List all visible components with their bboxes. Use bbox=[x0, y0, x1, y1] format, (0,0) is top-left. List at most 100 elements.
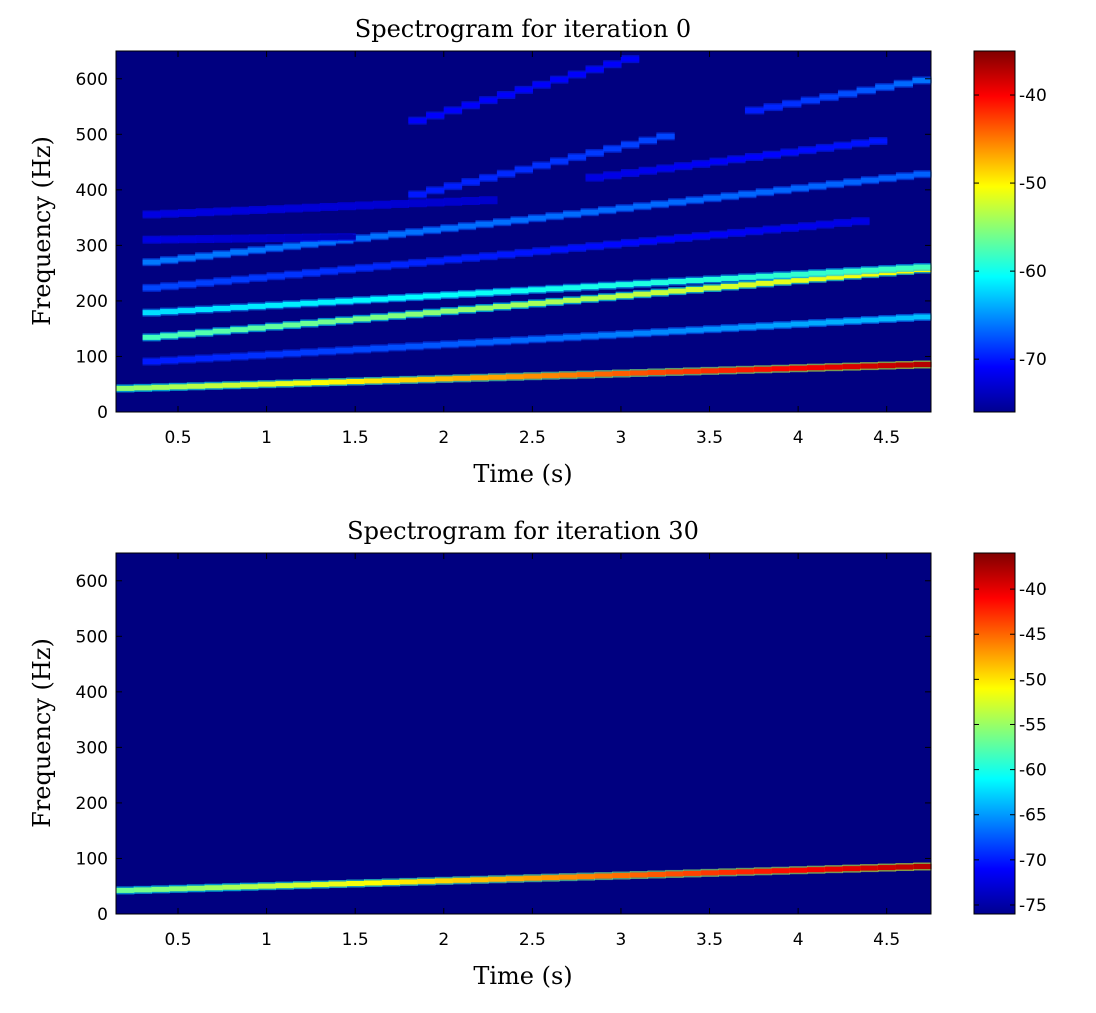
track-segment bbox=[615, 282, 634, 288]
y-tick-label: 600 bbox=[76, 70, 108, 90]
track-segment bbox=[682, 368, 702, 374]
track-segment bbox=[457, 340, 477, 346]
track-segment bbox=[615, 331, 634, 337]
track-segment bbox=[633, 291, 652, 297]
track-segment bbox=[585, 243, 604, 249]
track-segment bbox=[824, 364, 844, 370]
track-segment bbox=[856, 87, 876, 93]
track-segment bbox=[178, 210, 197, 216]
track-segment bbox=[620, 142, 640, 148]
track-segment bbox=[177, 255, 196, 261]
track-segment bbox=[417, 376, 436, 382]
track-segment bbox=[878, 175, 897, 181]
y-axis-ticks: 0 100 200 300 400 500 600 bbox=[76, 572, 931, 925]
track-segment bbox=[773, 322, 792, 328]
track-segment bbox=[718, 869, 737, 875]
track-segment bbox=[668, 279, 687, 285]
track-segment bbox=[452, 375, 471, 381]
track-segment bbox=[633, 203, 652, 209]
track-segment bbox=[317, 299, 336, 305]
track-segment bbox=[808, 270, 827, 276]
track-segment bbox=[580, 209, 599, 215]
track-segment bbox=[598, 207, 617, 213]
track-segment bbox=[461, 198, 480, 204]
track-segment bbox=[417, 878, 436, 884]
track-segment bbox=[426, 199, 445, 205]
track-segment bbox=[744, 154, 764, 160]
track-segment bbox=[265, 324, 284, 330]
track-segment bbox=[142, 285, 161, 291]
track-segment bbox=[700, 870, 719, 876]
track-segment bbox=[603, 242, 622, 248]
track-segment bbox=[370, 345, 389, 351]
colorbar-gradient bbox=[974, 553, 1015, 914]
x-tick-label: 1 bbox=[261, 930, 272, 950]
track-segment bbox=[638, 138, 657, 144]
track-segment bbox=[603, 146, 622, 152]
colorbar-tick-label: -70 bbox=[1019, 851, 1047, 871]
track-segment bbox=[558, 874, 578, 880]
track-segment bbox=[789, 365, 808, 371]
track-segment bbox=[633, 330, 652, 336]
track-segment bbox=[837, 91, 858, 97]
track-segment bbox=[390, 262, 409, 268]
track-segment bbox=[443, 107, 463, 113]
track-segment bbox=[248, 275, 268, 281]
track-segment bbox=[452, 877, 471, 883]
track-segment bbox=[204, 885, 223, 891]
track-segment bbox=[851, 140, 870, 146]
track-segment bbox=[585, 150, 604, 156]
track-segment bbox=[457, 307, 477, 313]
track-segment bbox=[142, 334, 161, 340]
track-segment bbox=[598, 332, 617, 338]
track-segment bbox=[510, 302, 529, 308]
track-segment bbox=[563, 211, 582, 217]
track-segment bbox=[629, 370, 649, 376]
y-tick-label: 0 bbox=[97, 905, 108, 925]
track-segment bbox=[842, 364, 861, 370]
harmonic-track bbox=[142, 217, 870, 292]
x-tick-label: 4 bbox=[793, 428, 804, 448]
track-segment bbox=[782, 101, 802, 107]
track-segment bbox=[319, 234, 339, 240]
track-segment bbox=[913, 264, 932, 270]
harmonic-track bbox=[408, 132, 675, 199]
x-tick-label: 0.5 bbox=[164, 930, 191, 950]
track-segment bbox=[230, 353, 249, 359]
track-segment bbox=[240, 884, 259, 890]
track-segment bbox=[878, 316, 897, 322]
track-segment bbox=[532, 162, 551, 168]
track-segment bbox=[893, 81, 913, 87]
track-segment bbox=[142, 259, 161, 265]
track-segment bbox=[337, 203, 356, 209]
colorbar-tick-label: -50 bbox=[1019, 174, 1047, 194]
track-segment bbox=[399, 879, 418, 885]
harmonic-track bbox=[142, 312, 932, 366]
track-segment bbox=[550, 77, 569, 83]
track-segment bbox=[674, 163, 693, 169]
track-segment bbox=[177, 331, 196, 337]
y-tick-label: 0 bbox=[97, 403, 108, 423]
track-segment bbox=[151, 886, 170, 892]
track-segment bbox=[762, 152, 782, 158]
track-segment bbox=[266, 206, 285, 212]
track-segment bbox=[703, 326, 722, 332]
track-segment bbox=[195, 253, 214, 259]
track-segment bbox=[629, 872, 649, 878]
track-segment bbox=[709, 232, 728, 238]
track-segment bbox=[703, 285, 722, 291]
track-segment bbox=[806, 867, 826, 873]
track-segment bbox=[457, 223, 477, 229]
track-segment bbox=[213, 278, 232, 284]
track-segment bbox=[913, 171, 932, 177]
track-segment bbox=[875, 84, 895, 90]
track-segment bbox=[620, 56, 640, 62]
track-segment bbox=[877, 363, 897, 369]
track-segment bbox=[381, 879, 401, 885]
track-segment bbox=[825, 319, 844, 325]
spectrogram-panel-1: Spectrogram for iteration 0 0.5 1 1.5 2 2.5 3… bbox=[28, 15, 1047, 488]
track-segment bbox=[656, 237, 675, 243]
y-tick-label: 400 bbox=[76, 683, 108, 703]
track-segment bbox=[843, 179, 862, 185]
track-segment bbox=[594, 873, 613, 879]
